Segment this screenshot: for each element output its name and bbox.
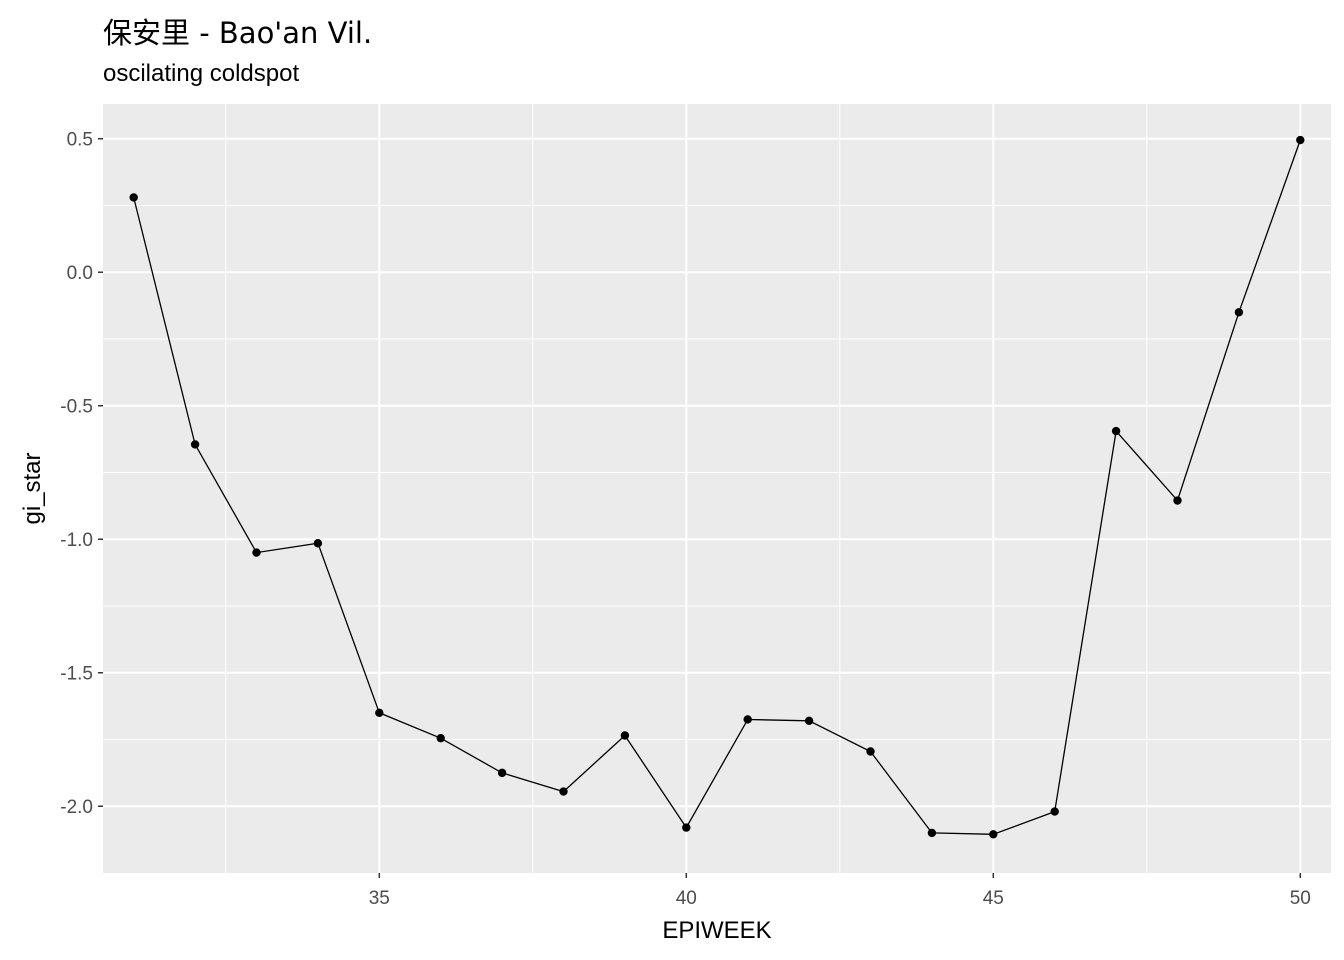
chart-subtitle: oscilating coldspot [103, 60, 300, 87]
y-tick-label: -0.5 [60, 397, 93, 418]
x-axis-ticks: 35 40 45 50 [369, 873, 1311, 909]
data-point [743, 715, 752, 724]
data-point [190, 440, 200, 449]
data-point [313, 539, 323, 548]
x-axis-title: EPIWEEK [662, 917, 771, 944]
data-point [1050, 807, 1059, 816]
y-tick-label: -2.0 [60, 797, 93, 818]
minor-gridlines [103, 104, 1331, 873]
y-tick-label: -1.0 [60, 530, 93, 551]
data-point [252, 548, 261, 557]
series-layer [129, 135, 1305, 839]
major-gridlines [103, 104, 1331, 873]
data-point [927, 828, 937, 838]
data-point [1173, 496, 1182, 505]
x-tick-label: 45 [983, 888, 1004, 909]
y-tick-label: 0.0 [67, 263, 93, 284]
data-point [804, 716, 814, 726]
data-point [497, 768, 507, 778]
x-tick-label: 50 [1290, 888, 1311, 909]
data-point [1111, 426, 1121, 436]
data-point [866, 747, 875, 756]
chart-title: 保安里 - Bao'an Vil. [103, 16, 373, 50]
y-axis-ticks: 0.5 0.0 -0.5 -1.0 -1.5 -2.0 [60, 130, 103, 818]
data-point [1296, 135, 1305, 145]
x-tick-label: 35 [369, 888, 390, 909]
data-point [375, 708, 384, 717]
data-point [436, 733, 445, 743]
data-point [620, 731, 630, 740]
data-point [682, 823, 691, 832]
y-axis-title: gi_star [19, 452, 46, 524]
x-tick-label: 40 [676, 888, 697, 909]
data-point [1234, 308, 1244, 317]
data-point [989, 830, 998, 839]
y-tick-label: 0.5 [67, 130, 93, 151]
data-point [129, 193, 138, 202]
y-tick-label: -1.5 [60, 664, 93, 685]
series-line [133, 139, 1301, 835]
data-point [559, 787, 568, 796]
plot-panel [103, 104, 1331, 873]
